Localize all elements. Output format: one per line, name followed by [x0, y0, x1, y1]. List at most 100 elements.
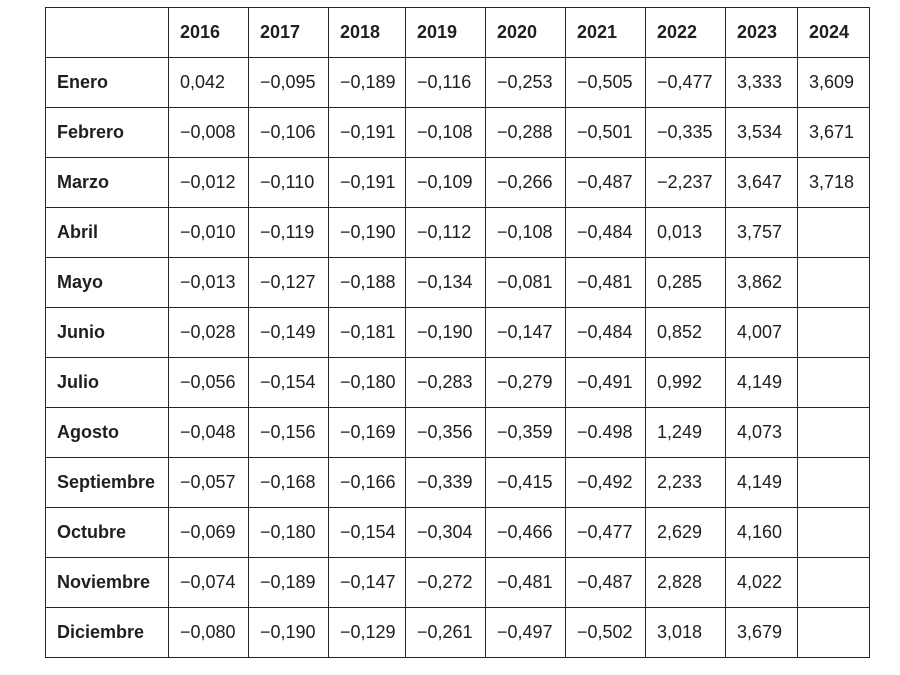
value-cell: −0,497 [485, 607, 566, 658]
value-cell: 3,718 [797, 157, 870, 208]
value-cell: −0,492 [565, 457, 646, 508]
month-label: Junio [45, 307, 169, 358]
year-header: 2022 [645, 7, 726, 58]
table-row: Octubre −0,069 −0,180 −0,154 −0,304 −0,466 −0,… [45, 507, 870, 558]
table-row: Junio −0,028 −0,149 −0,181 −0,190 −0,147 −0,48… [45, 307, 870, 358]
value-cell: 3,018 [645, 607, 726, 658]
value-cell: −0,112 [405, 207, 486, 258]
year-header: 2020 [485, 7, 566, 58]
value-cell [797, 357, 870, 408]
value-cell: −0,134 [405, 257, 486, 308]
corner-cell [45, 7, 169, 58]
value-cell: −0,283 [405, 357, 486, 408]
value-cell: 3,679 [725, 607, 798, 658]
year-header: 2017 [248, 7, 329, 58]
value-cell: −0,190 [328, 207, 406, 258]
value-cell: 2,233 [645, 457, 726, 508]
month-label: Octubre [45, 507, 169, 558]
value-cell: −0,129 [328, 607, 406, 658]
value-cell: −0,487 [565, 157, 646, 208]
value-cell: −0,279 [485, 357, 566, 408]
month-label: Abril [45, 207, 169, 258]
month-label: Febrero [45, 107, 169, 158]
value-cell: 3,862 [725, 257, 798, 308]
value-cell: 3,333 [725, 57, 798, 108]
value-cell [797, 507, 870, 558]
value-cell: −0,008 [168, 107, 249, 158]
value-cell: −0,190 [248, 607, 329, 658]
value-cell: −0,109 [405, 157, 486, 208]
value-cell: −0.498 [565, 407, 646, 458]
value-cell: −0,069 [168, 507, 249, 558]
year-header: 2024 [797, 7, 870, 58]
month-label: Agosto [45, 407, 169, 458]
month-label: Mayo [45, 257, 169, 308]
year-header: 2018 [328, 7, 406, 58]
value-cell: −0,110 [248, 157, 329, 208]
value-cell: −0,119 [248, 207, 329, 258]
value-cell: −0,481 [485, 557, 566, 608]
value-cell: −0,191 [328, 107, 406, 158]
table-row: Abril −0,010 −0,119 −0,190 −0,112 −0,108 −0,48… [45, 207, 870, 258]
value-cell: −0,147 [485, 307, 566, 358]
value-cell: −0,272 [405, 557, 486, 608]
table-row: Enero 0,042 −0,095 −0,189 −0,116 −0,253 −0,505… [45, 57, 870, 108]
value-cell: 1,249 [645, 407, 726, 458]
value-cell: −0,484 [565, 307, 646, 358]
value-cell: −0,166 [328, 457, 406, 508]
value-cell: −0,502 [565, 607, 646, 658]
data-table: 2016 2017 2018 2019 2020 2021 2022 2023 … [45, 7, 870, 658]
value-cell: −0,081 [485, 257, 566, 308]
value-cell: −0,466 [485, 507, 566, 558]
value-cell: −0,253 [485, 57, 566, 108]
value-cell: 4,073 [725, 407, 798, 458]
value-cell: −0,156 [248, 407, 329, 458]
year-header: 2021 [565, 7, 646, 58]
value-cell: −0,359 [485, 407, 566, 458]
value-cell: 4,149 [725, 357, 798, 408]
value-cell: −0,415 [485, 457, 566, 508]
month-label: Septiembre [45, 457, 169, 508]
value-cell: −0,074 [168, 557, 249, 608]
value-cell: −0,188 [328, 257, 406, 308]
value-cell: −0,505 [565, 57, 646, 108]
value-cell: −0,080 [168, 607, 249, 658]
value-cell: −0,180 [328, 357, 406, 408]
value-cell: 3,757 [725, 207, 798, 258]
value-cell: 4,022 [725, 557, 798, 608]
value-cell: −0,190 [405, 307, 486, 358]
value-cell: 0,852 [645, 307, 726, 358]
value-cell: −0,028 [168, 307, 249, 358]
table-row: Julio −0,056 −0,154 −0,180 −0,283 −0,279 −0,49… [45, 357, 870, 408]
table-row: Mayo −0,013 −0,127 −0,188 −0,134 −0,081 −0,481… [45, 257, 870, 308]
year-header: 2019 [405, 7, 486, 58]
value-cell: −0,288 [485, 107, 566, 158]
value-cell: −0,189 [328, 57, 406, 108]
value-cell: −0,127 [248, 257, 329, 308]
value-cell: −0,116 [405, 57, 486, 108]
value-cell: −0,048 [168, 407, 249, 458]
value-cell: −0,481 [565, 257, 646, 308]
table-row: Febrero −0,008 −0,106 −0,191 −0,108 −0,288 −0,… [45, 107, 870, 158]
value-cell: −0,484 [565, 207, 646, 258]
value-cell: −0,477 [565, 507, 646, 558]
month-label: Marzo [45, 157, 169, 208]
value-cell: −0,057 [168, 457, 249, 508]
table-row: Marzo −0,012 −0,110 −0,191 −0,109 −0,266 −0,48… [45, 157, 870, 208]
value-cell [797, 607, 870, 658]
value-cell: 0,992 [645, 357, 726, 408]
year-header: 2023 [725, 7, 798, 58]
value-cell: 3,609 [797, 57, 870, 108]
value-cell: 4,160 [725, 507, 798, 558]
value-cell: −0,491 [565, 357, 646, 408]
value-cell: −0,169 [328, 407, 406, 458]
value-cell: 3,671 [797, 107, 870, 158]
value-cell: −0,181 [328, 307, 406, 358]
value-cell: −0,339 [405, 457, 486, 508]
value-cell: 2,629 [645, 507, 726, 558]
value-cell: −0,095 [248, 57, 329, 108]
value-cell: −0,147 [328, 557, 406, 608]
value-cell [797, 207, 870, 258]
value-cell: 3,647 [725, 157, 798, 208]
table-row: Noviembre −0,074 −0,189 −0,147 −0,272 −0,481−… [45, 557, 870, 608]
